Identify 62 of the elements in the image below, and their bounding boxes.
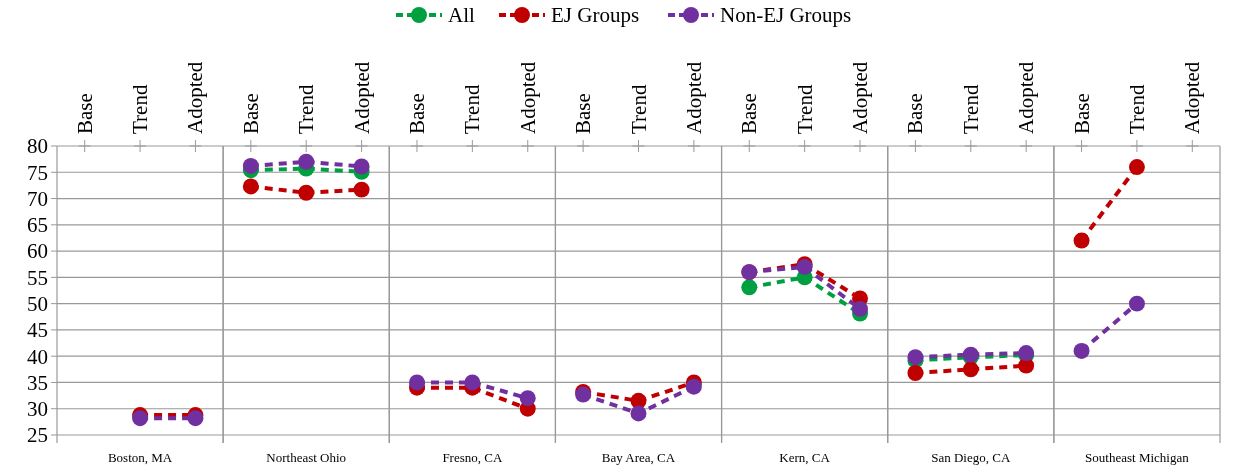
point: [298, 184, 315, 201]
x-tick-label: Adopted: [848, 61, 873, 134]
y-tick-label: 70: [27, 186, 48, 211]
x-tick-label: Trend: [958, 84, 983, 134]
point: [298, 153, 315, 170]
x-axis-title: Boston, MA: [107, 450, 173, 465]
x-axis-title: Kern, CA: [779, 450, 831, 465]
legend-label: EJ Groups: [551, 3, 640, 28]
x-tick-label: Adopted: [183, 61, 208, 134]
x-axis-title: San Diego, CA: [931, 450, 1011, 465]
point: [519, 390, 536, 407]
y-tick-label: 40: [27, 344, 48, 369]
x-tick-label: Adopted: [349, 61, 374, 134]
point: [907, 365, 924, 381]
x-axis-title: Northeast Ohio: [266, 450, 347, 465]
x-tick-label: Trend: [792, 84, 817, 134]
x-tick-label: Trend: [1124, 84, 1149, 134]
legend-label: All: [448, 3, 475, 28]
y-tick-label: 30: [27, 397, 48, 422]
x-tick-label: Base: [737, 93, 762, 134]
point: [242, 178, 259, 195]
x-tick-label: Base: [571, 93, 596, 134]
point: [1128, 295, 1145, 312]
legend-label: Non-EJ Groups: [720, 3, 852, 28]
x-tick-label: Base: [404, 93, 429, 134]
y-tick-label: 80: [27, 134, 48, 159]
y-tick-label: 75: [27, 160, 48, 185]
point: [741, 279, 758, 296]
point: [852, 300, 868, 317]
x-tick-label: Base: [238, 93, 263, 134]
point: [962, 361, 979, 378]
x-tick-label: Base: [903, 93, 928, 134]
point: [353, 158, 370, 175]
x-tick-label: Trend: [460, 84, 485, 134]
x-tick-label: Adopted: [1014, 61, 1039, 134]
x-tick-label: Trend: [294, 84, 319, 134]
point: [1128, 159, 1145, 175]
x-tick-label: Adopted: [681, 61, 706, 134]
point: [353, 181, 370, 198]
y-tick-label: 35: [27, 370, 48, 395]
point: [409, 374, 425, 391]
point: [242, 158, 259, 174]
y-tick-label: 45: [27, 318, 48, 343]
y-tick-label: 55: [27, 265, 48, 290]
point: [685, 378, 702, 395]
x-axis-title: Fresno, CA: [442, 450, 503, 465]
y-tick-label: 65: [27, 213, 48, 238]
y-tick-label: 50: [27, 291, 48, 316]
point: [630, 405, 647, 422]
y-tick-label: 25: [27, 423, 48, 448]
x-tick-label: Adopted: [515, 61, 540, 134]
point: [1073, 232, 1090, 249]
x-axis-title: Bay Area, CA: [601, 450, 676, 465]
x-tick-label: Base: [1069, 93, 1094, 134]
point: [464, 374, 481, 391]
x-tick-label: Base: [72, 93, 97, 134]
x-axis-title: Southeast Michigan: [1085, 450, 1190, 465]
x-tick-label: Trend: [626, 84, 651, 134]
point: [1073, 342, 1090, 359]
x-tick-label: Adopted: [1180, 61, 1205, 134]
x-tick-label: Trend: [128, 84, 153, 134]
y-tick-label: 60: [27, 239, 48, 264]
